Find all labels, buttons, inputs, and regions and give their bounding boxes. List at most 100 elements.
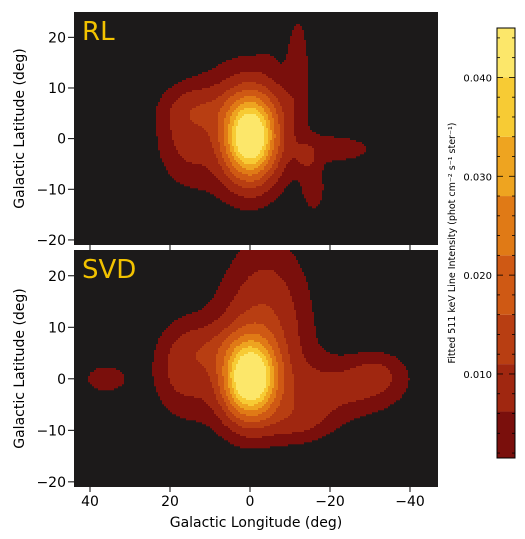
intensity-cell [218,286,240,289]
intensity-cell [258,166,264,169]
intensity-cell [238,252,292,255]
intensity-cell [292,372,390,375]
intensity-cell [278,370,284,373]
intensity-cell [214,148,220,151]
intensity-cell [234,444,288,447]
intensity-cell [182,80,222,83]
intensity-cell [198,310,226,313]
intensity-cell [290,290,310,293]
intensity-cell [310,428,336,431]
intensity-cell [186,92,224,95]
intensity-cell [270,128,274,131]
intensity-cell [272,346,278,349]
intensity-cell [266,374,270,377]
x-tick-label: −20 [315,494,345,510]
intensity-cell [226,272,254,275]
intensity-cell [272,308,294,311]
intensity-cell [156,132,172,135]
intensity-cell [238,398,246,401]
intensity-cell [284,418,324,421]
intensity-cell [208,324,230,327]
intensity-cell [156,122,170,125]
intensity-cell [276,390,284,393]
intensity-cell [266,326,282,329]
intensity-cell [224,380,228,383]
intensity-cell [278,146,284,149]
intensity-cell [206,304,230,307]
intensity-cell [240,344,262,347]
intensity-cell [274,128,280,131]
intensity-cell [302,350,326,353]
intensity-cell [276,168,284,171]
intensity-cell [266,402,272,405]
intensity-cell [266,348,272,351]
intensity-cell [316,368,350,371]
intensity-cell [222,436,246,439]
intensity-cell [214,152,222,155]
intensity-cell [280,404,294,407]
intensity-cell [290,362,308,365]
intensity-cell [168,368,206,371]
intensity-cell [222,166,228,169]
intensity-cell [218,384,224,387]
intensity-cell [228,360,234,363]
intensity-cell [272,364,278,367]
intensity-cell [190,116,218,119]
intensity-cell [232,58,276,61]
intensity-cell [208,70,308,73]
intensity-cell [328,414,366,417]
intensity-cell [154,360,168,363]
intensity-cell [224,126,228,129]
intensity-cell [246,180,254,183]
intensity-cell [204,366,216,369]
intensity-cell [290,40,306,43]
intensity-cell [156,108,170,111]
intensity-cell [284,144,308,147]
intensity-cell [236,136,264,139]
intensity-cell [274,124,280,127]
intensity-cell [224,386,228,389]
intensity-cell [262,176,270,179]
intensity-cell [272,92,288,95]
intensity-cell [192,162,218,165]
intensity-cell [312,206,316,209]
intensity-cell [240,412,262,415]
intensity-cell [288,92,308,95]
intensity-cell [276,82,308,85]
intensity-cell [298,324,314,327]
intensity-cell [270,306,294,309]
intensity-cell [242,348,258,351]
intensity-cell [160,398,202,401]
intensity-cell [270,374,274,377]
intensity-cell [308,144,364,147]
intensity-cell [256,96,268,99]
intensity-cell [274,184,288,187]
colorbar-tick-label: 0.030 [463,172,492,183]
intensity-cell [262,344,270,347]
intensity-cell [266,380,270,383]
intensity-cell [230,356,236,359]
intensity-cell [284,134,294,137]
intensity-cell [234,392,238,395]
intensity-cell [172,136,210,139]
intensity-cell [274,146,278,149]
intensity-cell [240,434,274,437]
intensity-cell [264,390,268,393]
intensity-cell [268,386,274,389]
intensity-cell [170,410,214,413]
intensity-cell [164,404,208,407]
intensity-cell [262,436,322,439]
intensity-cell [306,198,322,201]
intensity-cell [226,390,230,393]
intensity-cell [294,108,308,111]
intensity-cell [224,276,248,279]
intensity-cell [218,160,224,163]
intensity-cell [214,84,238,87]
intensity-cell [224,400,230,403]
intensity-cell [192,120,218,123]
intensity-cell [206,370,216,373]
intensity-cell [268,364,272,367]
intensity-cell [170,352,196,355]
intensity-cell [228,98,240,101]
intensity-cell [234,414,246,417]
